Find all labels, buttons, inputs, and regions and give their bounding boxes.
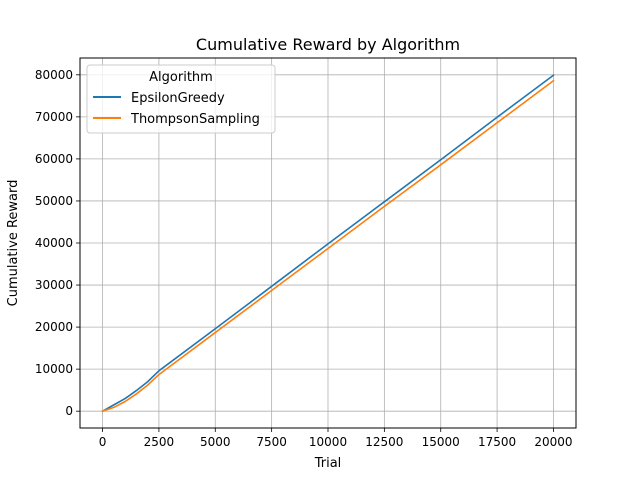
y-tick-label: 30000 [35,278,73,292]
x-tick-label: 2500 [144,435,175,449]
chart-title: Cumulative Reward by Algorithm [196,35,460,54]
x-tick-label: 12500 [365,435,403,449]
axis-ticks: 0 2500 5000 7500 10000 12500 15000 17500 20000 0 1… [35,68,573,449]
x-axis-label: Trial [314,456,342,471]
x-tick-label: 0 [99,435,107,449]
x-tick-label: 10000 [309,435,347,449]
y-tick-label: 40000 [35,236,73,250]
y-tick-label: 10000 [35,362,73,376]
y-tick-label: 50000 [35,194,73,208]
x-tick-label: 17500 [478,435,516,449]
y-tick-label: 80000 [35,68,73,82]
legend: Algorithm EpsilonGreedy ThompsonSampling [86,64,276,134]
legend-label-epsilongreedy: EpsilonGreedy [131,91,225,106]
legend-title: Algorithm [149,70,213,85]
y-tick-label: 0 [65,404,73,418]
series-line-epsilongreedy [101,74,555,413]
series-line-thompsonsampling [101,79,555,413]
y-tick-label: 60000 [35,152,73,166]
x-tick-label: 7500 [256,435,287,449]
y-tick-label: 20000 [35,320,73,334]
legend-label-thompsonsampling: ThompsonSampling [130,112,260,127]
legend-box [86,64,276,134]
series-lines [101,74,555,413]
y-tick-label: 70000 [35,110,73,124]
x-tick-label: 5000 [200,435,231,449]
x-tick-label: 15000 [422,435,460,449]
x-tick-label: 20000 [534,435,572,449]
y-axis-label: Cumulative Reward [6,180,21,307]
